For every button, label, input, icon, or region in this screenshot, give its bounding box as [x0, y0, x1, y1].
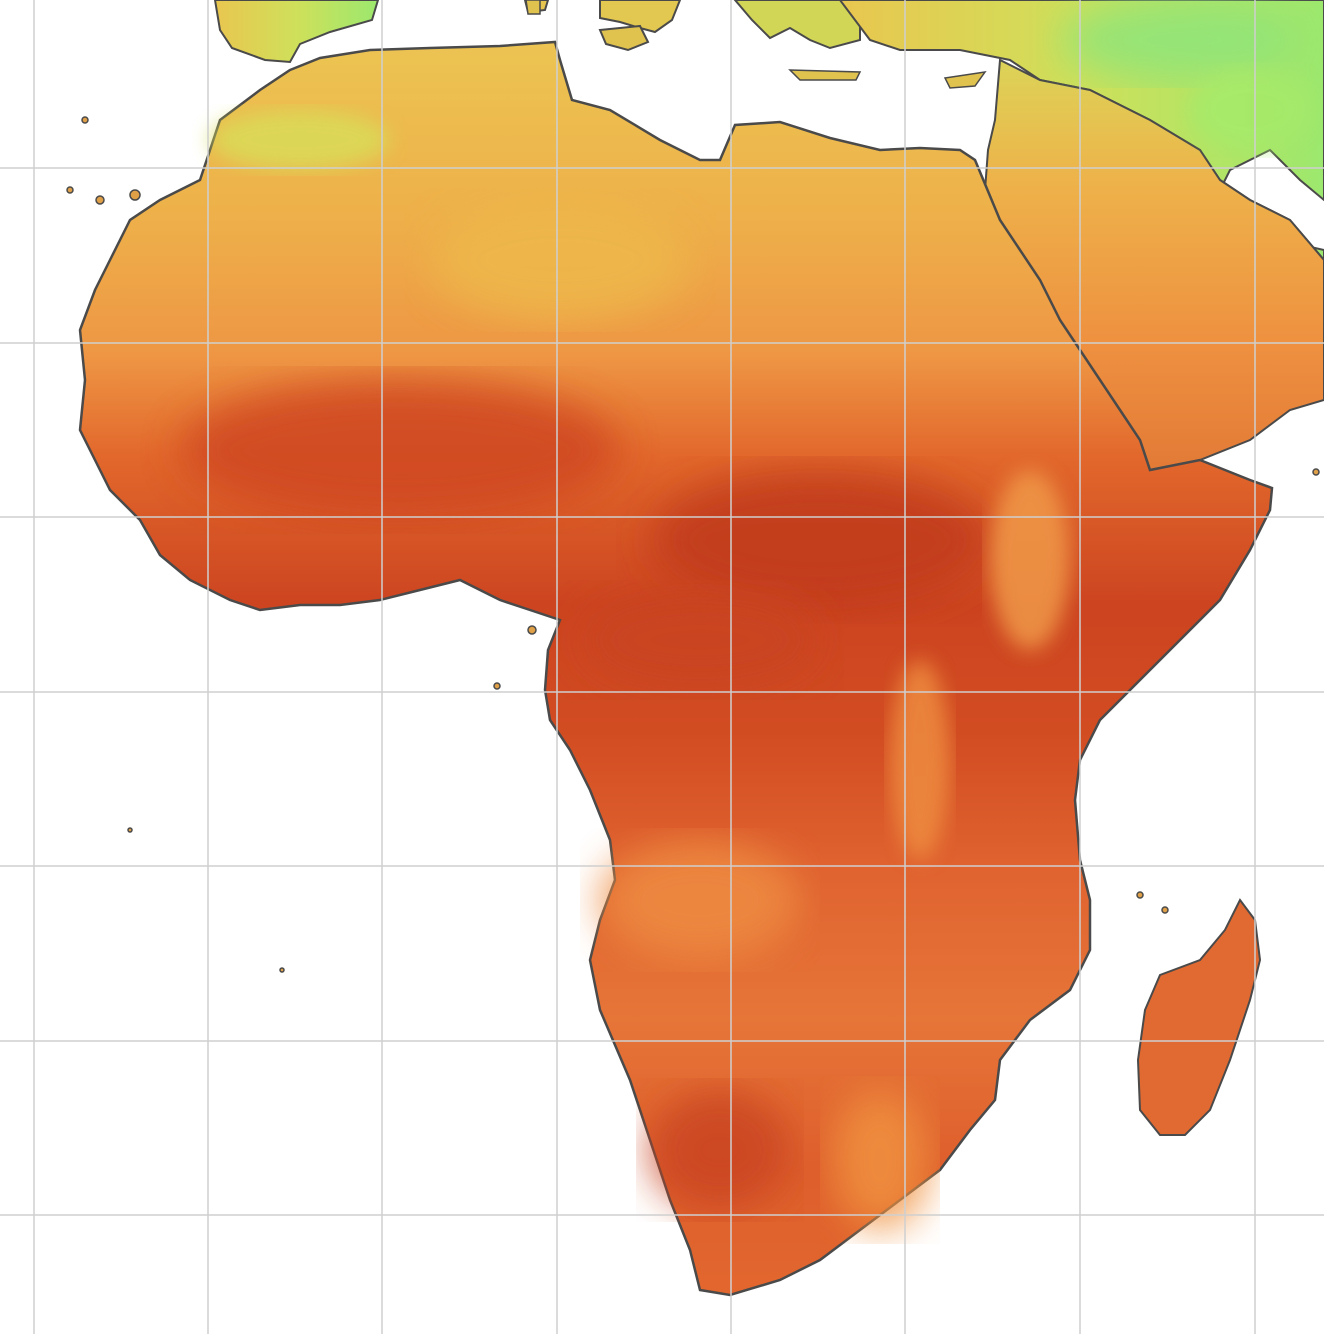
sardinia-landmass	[525, 0, 541, 15]
sicily-landmass	[598, 24, 650, 52]
madagascar-landmass	[1136, 898, 1262, 1136]
cyprus-landmass	[943, 70, 987, 89]
europe-landmass	[213, 0, 380, 64]
crete-landmass	[788, 69, 862, 81]
balkans-landmass	[733, 0, 861, 50]
islands	[66, 116, 1320, 973]
italy-landmass	[599, 0, 682, 34]
